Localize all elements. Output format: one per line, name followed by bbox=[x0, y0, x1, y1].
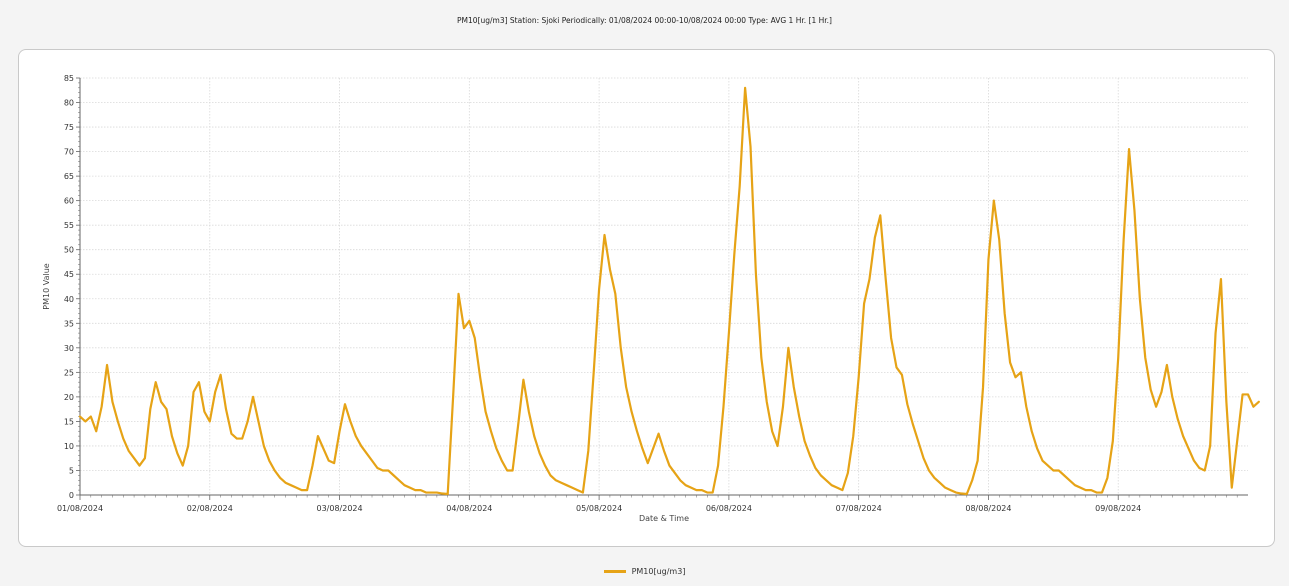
x-tick-label: 03/08/2024 bbox=[317, 504, 363, 513]
y-tick-label: 60 bbox=[64, 197, 74, 206]
series-line-pm10 bbox=[78, 86, 1260, 496]
x-tick-label: 09/08/2024 bbox=[1095, 504, 1141, 513]
y-tick-label: 80 bbox=[64, 99, 74, 108]
x-tick-label: 07/08/2024 bbox=[836, 504, 882, 513]
y-axis-label: PM10 Value bbox=[42, 263, 51, 309]
y-tick-label: 30 bbox=[64, 344, 74, 353]
legend-swatch bbox=[603, 570, 626, 573]
y-tick-label: 25 bbox=[64, 368, 74, 377]
x-tick-label: 05/08/2024 bbox=[576, 504, 622, 513]
series-layer bbox=[78, 86, 1260, 496]
x-tick-label: 01/08/2024 bbox=[57, 504, 103, 513]
x-tick-label: 04/08/2024 bbox=[446, 504, 492, 513]
x-axis-ticks: 01/08/2024 02/08/2024 03/08/2024 04/08/2024… bbox=[57, 495, 1238, 513]
legend[interactable]: PM10[ug/m3] bbox=[0, 567, 1289, 576]
y-tick-label: 65 bbox=[64, 172, 74, 181]
y-tick-label: 0 bbox=[69, 491, 74, 500]
y-axis-ticks: 0 5 10 15 20 25 30 35 40 45 50 55 60 65 70 75 80 85 bbox=[64, 74, 80, 500]
x-tick-label: 06/08/2024 bbox=[706, 504, 752, 513]
y-tick-label: 15 bbox=[64, 417, 74, 426]
chart-title: PM10[ug/m3] Station: Sjoki Periodically:… bbox=[457, 16, 832, 25]
y-tick-label: 45 bbox=[64, 270, 74, 279]
x-tick-label: 02/08/2024 bbox=[187, 504, 233, 513]
axes bbox=[79, 78, 1248, 496]
y-tick-label: 35 bbox=[64, 319, 74, 328]
chart-panel: 0 5 10 15 20 25 30 35 40 45 50 55 60 65 70 75 80 85 01/08… bbox=[18, 49, 1275, 547]
legend-label: PM10[ug/m3] bbox=[631, 567, 686, 576]
y-tick-label: 85 bbox=[64, 74, 74, 83]
y-tick-label: 20 bbox=[64, 393, 74, 402]
grid-lines bbox=[80, 77, 1248, 495]
y-tick-label: 70 bbox=[64, 148, 74, 157]
x-tick-label: 08/08/2024 bbox=[965, 504, 1011, 513]
x-axis-label: Date & Time bbox=[639, 514, 689, 523]
y-tick-label: 40 bbox=[64, 295, 74, 304]
y-tick-label: 50 bbox=[64, 246, 74, 255]
y-tick-label: 10 bbox=[64, 442, 74, 451]
y-tick-label: 75 bbox=[64, 123, 74, 132]
y-tick-label: 55 bbox=[64, 221, 74, 230]
y-tick-label: 5 bbox=[69, 466, 74, 475]
line-chart: 0 5 10 15 20 25 30 35 40 45 50 55 60 65 70 75 80 85 01/08… bbox=[42, 74, 1260, 523]
